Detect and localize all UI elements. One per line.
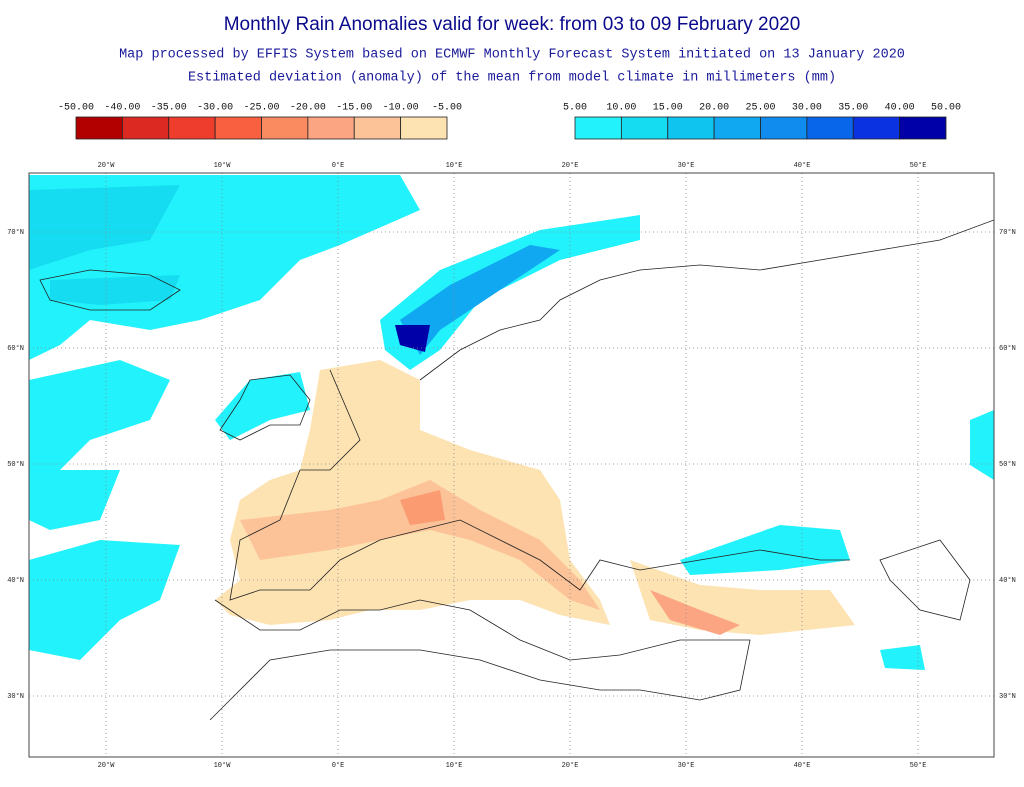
map	[29, 173, 994, 757]
subtitle: Estimated deviation (anomaly) of the mea…	[188, 71, 836, 86]
legend-swatch	[667, 116, 715, 140]
latitude-label: 40°N	[7, 576, 24, 585]
legend-label: -35.00	[151, 103, 187, 114]
longitude-label: 10°W	[214, 161, 232, 170]
longitude-label: 50°E	[910, 761, 927, 770]
title: Monthly Rain Anomalies valid for week: f…	[224, 14, 801, 35]
legend-label: -50.00	[58, 103, 94, 114]
legend-label: -10.00	[383, 103, 419, 114]
legend-swatch	[353, 116, 402, 140]
legend-swatch	[620, 116, 669, 140]
subtitle: Map processed by EFFIS System based on E…	[119, 48, 905, 63]
legend-label: 10.00	[606, 103, 636, 114]
longitude-label: 50°E	[910, 161, 927, 170]
legend-swatch	[574, 116, 622, 140]
legend-label: 35.00	[838, 103, 868, 114]
legend-swatch	[760, 116, 808, 140]
legend-swatch	[75, 116, 123, 140]
legend-swatch	[713, 116, 761, 140]
legend-label: 20.00	[699, 103, 729, 114]
longitude-label: 10°E	[446, 161, 463, 170]
longitude-label: 0°E	[332, 161, 345, 170]
legend-swatch	[214, 116, 262, 140]
latitude-label: 60°N	[7, 344, 24, 353]
longitude-label: 20°W	[98, 761, 116, 770]
latitude-label: 50°N	[7, 460, 24, 469]
legend-label: 15.00	[653, 103, 683, 114]
legend-swatch	[806, 116, 854, 140]
legend-label: 30.00	[792, 103, 822, 114]
legend: -50.00 -40.00 -35.00 -30.00 -25.00 -20.00 -15.…	[58, 103, 961, 140]
legend-label: -15.00	[336, 103, 372, 114]
latitude-label: 70°N	[999, 228, 1016, 237]
longitude-label: 20°E	[562, 761, 579, 770]
latitude-label: 50°N	[999, 460, 1016, 469]
latitude-label: 40°N	[999, 576, 1016, 585]
legend-swatch	[852, 116, 901, 140]
longitude-label: 20°E	[562, 161, 579, 170]
legend-label: -40.00	[104, 103, 140, 114]
latitude-label: 70°N	[7, 228, 24, 237]
longitude-label: 30°E	[678, 161, 695, 170]
legend-label: -5.00	[432, 103, 462, 114]
longitude-label: 30°E	[678, 761, 695, 770]
longitude-label: 10°W	[214, 761, 232, 770]
legend-label: 5.00	[563, 103, 587, 114]
longitude-label: 10°E	[446, 761, 463, 770]
longitude-label: 0°E	[332, 761, 345, 770]
legend-swatch	[121, 116, 170, 140]
map-frame	[28, 172, 995, 758]
latitude-label: 30°N	[999, 692, 1016, 701]
longitude-label: 40°E	[794, 161, 811, 170]
legend-swatch	[261, 116, 309, 140]
legend-swatch	[400, 116, 448, 140]
legend-label: -30.00	[197, 103, 233, 114]
legend-swatch	[899, 116, 947, 140]
longitude-label: 40°E	[794, 761, 811, 770]
legend-label: 50.00	[931, 103, 961, 114]
latitude-label: 60°N	[999, 344, 1016, 353]
latitude-label: 30°N	[7, 692, 24, 701]
longitude-label: 20°W	[98, 161, 116, 170]
legend-swatch	[168, 116, 216, 140]
legend-label: -20.00	[290, 103, 326, 114]
legend-label: 25.00	[745, 103, 775, 114]
legend-swatch	[307, 116, 355, 140]
legend-label: -25.00	[243, 103, 279, 114]
legend-label: 40.00	[885, 103, 915, 114]
